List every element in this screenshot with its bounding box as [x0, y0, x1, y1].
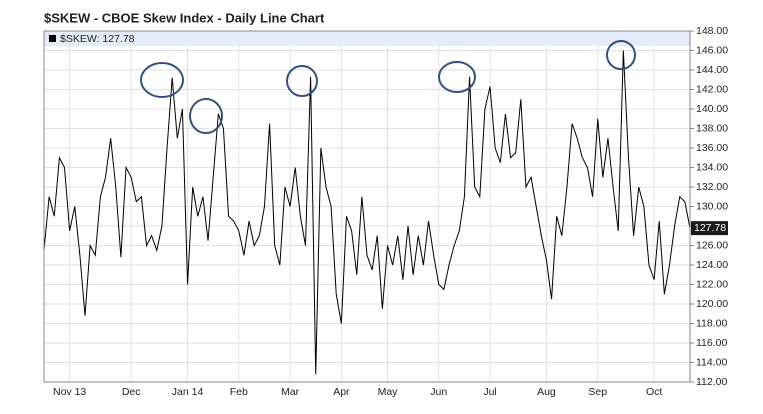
x-tick-label: Jan 14	[172, 386, 204, 398]
peak-circle	[189, 98, 223, 134]
y-tick-label: 134.00	[696, 161, 728, 173]
x-tick-label: Jun	[430, 386, 447, 398]
y-tick-label: 130.00	[696, 200, 728, 212]
x-tick-label: Dec	[122, 386, 141, 398]
x-tick-label: Apr	[333, 386, 350, 398]
y-tick-label: 132.00	[696, 181, 728, 193]
legend-band	[44, 31, 690, 46]
y-tick-label: 118.00	[696, 317, 727, 329]
annotations	[140, 40, 636, 134]
chart-title: $SKEW - CBOE Skew Index - Daily Line Cha…	[44, 10, 325, 25]
peak-circle	[438, 61, 476, 93]
x-tick-label: Sep	[588, 386, 607, 398]
y-tick-label: 140.00	[696, 103, 728, 115]
x-tick-label: Aug	[537, 386, 556, 398]
y-tick-label: 144.00	[696, 64, 728, 76]
peak-circle	[606, 40, 636, 70]
x-tick-label: Oct	[646, 386, 662, 398]
x-tick-label: Nov 13	[53, 386, 86, 398]
plot	[43, 50, 691, 375]
y-tick-label: 122.00	[696, 278, 728, 290]
legend-swatch	[49, 35, 56, 42]
y-tick-label: 138.00	[696, 122, 728, 134]
line	[43, 50, 691, 375]
y-tick-label: 146.00	[696, 44, 728, 56]
y-tick-label: 114.00	[696, 356, 727, 368]
y-tick-label: 136.00	[696, 142, 728, 154]
y-tick-label: 116.00	[696, 337, 727, 349]
y-tick-label: 126.00	[696, 239, 728, 251]
last-value-badge	[691, 221, 728, 236]
x-tick-label: Mar	[281, 386, 300, 398]
legend-label: $SKEW: 127.78	[60, 33, 135, 45]
y-tick-label: 120.00	[696, 298, 728, 310]
peak-circle	[140, 62, 184, 98]
y-tick-label: 124.00	[696, 259, 728, 271]
y-tick-label: 142.00	[696, 83, 728, 95]
x-tick-label: Jul	[483, 386, 496, 398]
last-value-label: 127.78	[694, 222, 726, 234]
y-tick-label: 148.00	[696, 25, 728, 37]
y-tick-label: 112.00	[696, 376, 727, 388]
x-tick-label: Feb	[230, 386, 248, 398]
peak-circle	[286, 65, 318, 97]
x-tick-label: May	[378, 386, 399, 398]
